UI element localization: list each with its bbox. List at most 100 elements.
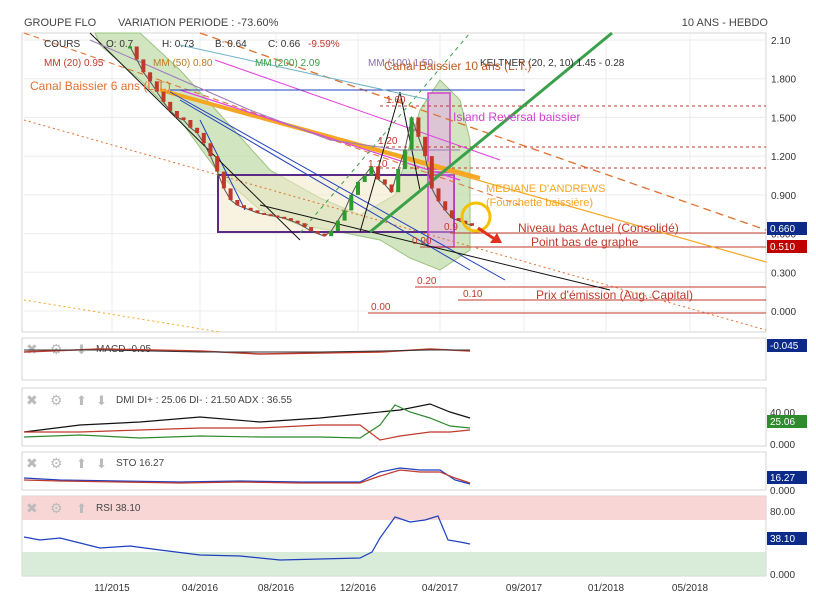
sto-label: STO 16.27 [116, 458, 165, 469]
y-tick-label: 1.800 [771, 75, 796, 86]
green-dashed [299, 32, 471, 234]
period-label: 10 ANS - HEBDO [682, 17, 769, 29]
y-tick-label: 0.300 [771, 268, 796, 279]
price-candle [449, 210, 454, 218]
rsi-overbought-zone [22, 496, 766, 520]
x-tick-label: 08/2016 [258, 583, 295, 594]
dmi-label: DMI DI+ : 25.06 DI- : 21.50 ADX : 36.55 [116, 395, 292, 406]
dmi-tick-top: 40.00 [770, 408, 795, 419]
variation-period: VARIATION PERIODE : -73.60% [118, 17, 279, 29]
macd-line-red [23, 348, 471, 355]
dmi-down-icon[interactable]: ⬇ [96, 393, 107, 408]
level-label-000: 0.00 [371, 302, 391, 313]
macd-toolbar: ✖ ⚙ ⬇ [26, 341, 87, 357]
green-trend [369, 31, 613, 234]
legend-row-1: COURS O: 0.7 H: 0.73 B: 0.64 C: 0.66 -9.… [44, 39, 340, 50]
x-tick-label: 04/2016 [182, 583, 219, 594]
magenta-line-1 [179, 89, 461, 181]
legend-mm50: MM (50) 0.80 [153, 58, 213, 69]
price-candle [275, 215, 280, 218]
dmi-gear-icon[interactable]: ⚙ [50, 392, 63, 408]
price-candles [128, 46, 474, 237]
canal-10-ans [199, 32, 767, 231]
x-tick-label: 09/2017 [506, 583, 543, 594]
legend-cours: COURS [44, 39, 80, 50]
rsi-badge: 38.10 [770, 534, 795, 545]
legend-mm200: MM (200) 2.09 [255, 58, 320, 69]
low-badge: 0.510 [770, 242, 795, 253]
sto-close-icon[interactable]: ✖ [26, 455, 38, 471]
dmi-tick-bottom: 0.000 [770, 440, 795, 451]
level-label-020: 0.20 [417, 276, 437, 287]
price-candle [369, 166, 374, 176]
macd-badge: -0.045 [770, 341, 799, 352]
dmi-toolbar: ✖ ⚙ ⬆ ⬇ [26, 392, 107, 408]
price-candle [356, 182, 360, 195]
sto-panel [21, 451, 767, 491]
legend-close: C: 0.66 [268, 39, 301, 50]
price-badge: 0.660 [770, 224, 795, 235]
sto-toolbar: ✖ ⚙ ⬆ ⬇ [26, 455, 107, 471]
mediane-andrews-lower [23, 299, 221, 333]
rsi-gear-icon[interactable]: ⚙ [50, 500, 63, 516]
level-label-090: 0.90 [412, 236, 432, 247]
sto-line-red [23, 469, 471, 484]
price-candle [443, 201, 448, 211]
macd-gear-icon[interactable]: ⚙ [50, 341, 63, 357]
price-candle [141, 59, 146, 73]
sto-up-icon[interactable]: ⬆ [76, 456, 87, 471]
mm100-line [89, 39, 460, 151]
dmi-minus-line [24, 424, 471, 441]
level-label-110: 1.10 [368, 159, 388, 170]
price-candle [255, 210, 260, 213]
annotation-niveau-bas: Niveau bas Actuel (Consolidé) [518, 221, 679, 235]
rsi-up-icon[interactable]: ⬆ [76, 501, 87, 516]
black-trend-2 [259, 204, 611, 291]
price-badge-bg [767, 222, 807, 235]
y-tick-label: 1.200 [771, 152, 796, 163]
price-candle [215, 156, 220, 172]
current-price-arrow [477, 226, 497, 242]
black-trend-1 [89, 32, 301, 241]
sto-gear-icon[interactable]: ⚙ [50, 455, 63, 471]
annotation-island: Island Reversal baissier [453, 110, 580, 124]
legend-open: O: 0.7 [106, 39, 134, 50]
price-candle [228, 188, 233, 200]
dmi-adx-line [23, 403, 471, 433]
price-candle [134, 46, 139, 60]
rsi-label: RSI 38.10 [96, 503, 141, 514]
price-series-line [129, 46, 473, 237]
dmi-up-icon[interactable]: ⬆ [76, 393, 87, 408]
price-candle [201, 132, 206, 144]
level-label-160: 1.60 [386, 95, 406, 106]
y-tick-label: 1.500 [771, 113, 796, 124]
annotation-prix-emission: Prix d'émission (Aug. Capital) [536, 288, 693, 302]
price-candle [302, 223, 307, 228]
price-candle [188, 120, 193, 128]
dmi-badge: 25.06 [770, 417, 795, 428]
price-candle [148, 72, 153, 82]
sto-badge: 16.27 [770, 473, 795, 484]
price-candle [382, 179, 387, 185]
price-candle [168, 101, 173, 111]
price-candle [470, 223, 474, 226]
dmi-panel [21, 387, 767, 447]
price-candle [423, 136, 428, 157]
mm200-line [179, 44, 431, 101]
x-tick-label: 12/2016 [340, 583, 377, 594]
rsi-close-icon[interactable]: ✖ [26, 500, 38, 516]
x-tick-label: 11/2015 [94, 583, 130, 594]
macd-close-icon[interactable]: ✖ [26, 341, 38, 357]
x-axis-tick-labels: 11/2015 04/2016 08/2016 12/2016 04/2017 09/20… [94, 583, 708, 594]
dmi-close-icon[interactable]: ✖ [26, 392, 38, 408]
price-candle [315, 231, 320, 234]
price-candle [221, 171, 226, 189]
x-tick-label: 01/2018 [588, 583, 625, 594]
price-candle [463, 220, 468, 224]
price-candle [436, 188, 441, 202]
low-badge-bg [767, 240, 807, 253]
price-candle [282, 216, 287, 219]
macd-line-black [24, 349, 470, 353]
sto-down-icon[interactable]: ⬇ [96, 456, 107, 471]
legend-keltner: KELTNER (20, 2, 10) 1.45 - 0.28 [480, 58, 625, 69]
